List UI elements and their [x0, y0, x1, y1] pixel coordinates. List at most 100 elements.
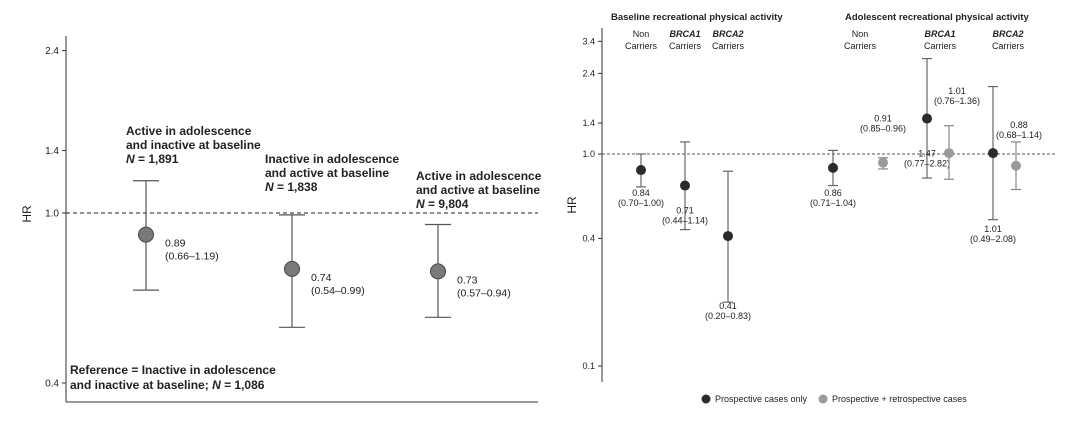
group-title-line1: Active in adolescence — [126, 124, 252, 138]
y-tick-label: 1.0 — [45, 209, 59, 220]
column-header-line1: Non — [852, 29, 869, 39]
column-header-line2: Carriers — [844, 41, 877, 51]
y-tick-label: 0.4 — [582, 233, 595, 243]
ci-value-label: (0.44–1.14) — [662, 216, 708, 226]
reference-n-symbol: N — [212, 378, 221, 392]
ci-value-label: (0.71–1.04) — [810, 198, 856, 208]
group-n-label: N = 9,804 — [416, 197, 469, 211]
ci-value-label: (0.20–0.83) — [705, 311, 751, 321]
group-title-line1: Inactive in adolescence — [265, 152, 399, 166]
ci-value-label: (0.76–1.36) — [934, 96, 980, 106]
y-tick-label: 2.4 — [45, 46, 59, 57]
right-forest-plot: 0.1 0.4 1.0 1.4 2.4 3.4 HR Baseline recreationa… — [565, 12, 1055, 404]
point-estimate-dark — [922, 113, 932, 124]
legend-marker-prospective — [701, 394, 711, 404]
prospective-estimate: 0.41(0.20–0.83) — [705, 170, 751, 321]
column-header-line2: Carriers — [669, 41, 702, 51]
group-title-line2: and inactive at baseline — [126, 138, 261, 152]
prospective-estimate: 0.86(0.71–1.04) — [810, 149, 856, 208]
reference-note-line1: Reference = Inactive in adolescence — [70, 363, 276, 377]
y-axis-label: HR — [20, 205, 34, 223]
hr-value-label: 1.01 — [948, 86, 966, 96]
hr-value-label: 0.88 — [1010, 120, 1028, 130]
group-title-line2: and active at baseline — [416, 183, 540, 197]
reference-note-line2: and inactive at baseline; N = 1,086 — [70, 378, 265, 392]
point-estimate-dark — [636, 165, 646, 176]
hr-value-label: 0.41 — [719, 301, 737, 311]
y-tick-label: 1.4 — [45, 146, 59, 157]
ci-value-label: (0.77–2.82) — [904, 159, 950, 169]
point-estimate — [138, 226, 154, 243]
point-estimate-dark — [680, 180, 690, 191]
y-tick-label: 0.1 — [582, 361, 595, 371]
ci-value-label: (0.66–1.19) — [165, 251, 219, 263]
group-title-line2: and active at baseline — [265, 166, 389, 180]
n-value: = 1,891 — [135, 152, 179, 166]
hr-value-label: 1.01 — [984, 224, 1002, 234]
estimate-group: 0.89(0.66–1.19) Active in adolescenceand … — [126, 124, 261, 291]
combined-estimate: 0.91(0.85–0.96) — [860, 114, 906, 170]
combined-estimate: 0.88(0.68–1.14) — [996, 120, 1042, 191]
ci-value-label: (0.57–0.94) — [457, 287, 511, 299]
prospective-estimate: 1.01(0.49–2.08) — [970, 85, 1016, 244]
n-symbol: N — [265, 180, 274, 194]
column-header-line2: Carriers — [712, 41, 745, 51]
legend-label-combined: Prospective + retrospective cases — [832, 394, 967, 404]
point-estimate-dark — [723, 231, 733, 242]
n-symbol: N — [416, 197, 425, 211]
hr-value-label: 0.86 — [824, 188, 842, 198]
estimate-group: 0.74(0.54–0.99) Inactive in adolescencean… — [265, 152, 399, 328]
y-tick-label: 0.4 — [45, 379, 59, 390]
point-estimate — [430, 263, 446, 280]
n-symbol: N — [126, 152, 135, 166]
group-title-line1: Active in adolescence — [416, 169, 542, 183]
column-header-line1: BRCA1 — [924, 29, 955, 39]
group-n-label: N = 1,838 — [265, 180, 318, 194]
prospective-estimate: 0.84(0.70–1.00) — [618, 153, 664, 208]
hr-value-label: 0.73 — [457, 274, 478, 286]
ci-value-label: (0.54–0.99) — [311, 285, 365, 297]
column-header-line1: BRCA1 — [669, 29, 700, 39]
y-tick-label: 2.4 — [582, 68, 595, 78]
legend: Prospective cases only Prospective + retr… — [701, 394, 967, 404]
combined-estimate: 1.01(0.76–1.36) — [934, 86, 980, 180]
n-value: = 9,804 — [425, 197, 469, 211]
column-header-line1: BRCA2 — [712, 29, 743, 39]
column-header-line2: Carriers — [924, 41, 957, 51]
ci-value-label: (0.68–1.14) — [996, 130, 1042, 140]
hr-value-label: 0.89 — [165, 238, 186, 250]
prospective-estimate: 1.47(0.77–2.82) — [904, 57, 950, 179]
hr-value-label: 0.91 — [874, 114, 892, 124]
column-header-line1: Non — [633, 29, 650, 39]
point-estimate-dark — [828, 162, 838, 173]
left-forest-plot: 0.4 1.0 1.4 2.4 HR 0.89(0.66–1.19) Active in a… — [20, 36, 542, 403]
point-estimate — [284, 260, 300, 277]
section-title-adolescent: Adolescent recreational physical activit… — [845, 12, 1029, 23]
y-tick-label: 1.4 — [582, 118, 595, 128]
point-estimate-dark — [988, 148, 998, 159]
n-value: = 1,838 — [274, 180, 318, 194]
ci-value-label: (0.70–1.00) — [618, 198, 664, 208]
ci-value-label: (0.49–2.08) — [970, 234, 1016, 244]
point-estimate-light — [878, 157, 888, 168]
hr-value-label: 0.71 — [676, 206, 694, 216]
hr-value-label: 0.74 — [311, 272, 332, 284]
group-n-label: N = 1,891 — [126, 152, 179, 166]
column-header-line2: Carriers — [625, 41, 658, 51]
hr-value-label: 1.47 — [918, 149, 936, 159]
prospective-estimate: 0.71(0.44–1.14) — [662, 141, 708, 231]
column-header-line1: BRCA2 — [992, 29, 1023, 39]
reference-n-value: = 1,086 — [221, 378, 265, 392]
legend-label-prospective: Prospective cases only — [715, 394, 808, 404]
estimate-group: 0.73(0.57–0.94) Active in adolescenceand … — [416, 169, 542, 318]
legend-marker-combined — [818, 394, 828, 404]
y-tick-label: 1.0 — [582, 149, 595, 159]
point-estimate-light — [944, 148, 954, 159]
point-estimate-light — [1011, 160, 1021, 171]
hr-value-label: 0.84 — [632, 188, 650, 198]
ci-value-label: (0.85–0.96) — [860, 124, 906, 134]
y-axis-label: HR — [565, 196, 579, 214]
y-tick-label: 3.4 — [582, 36, 595, 46]
section-title-baseline: Baseline recreational physical activity — [611, 12, 783, 23]
